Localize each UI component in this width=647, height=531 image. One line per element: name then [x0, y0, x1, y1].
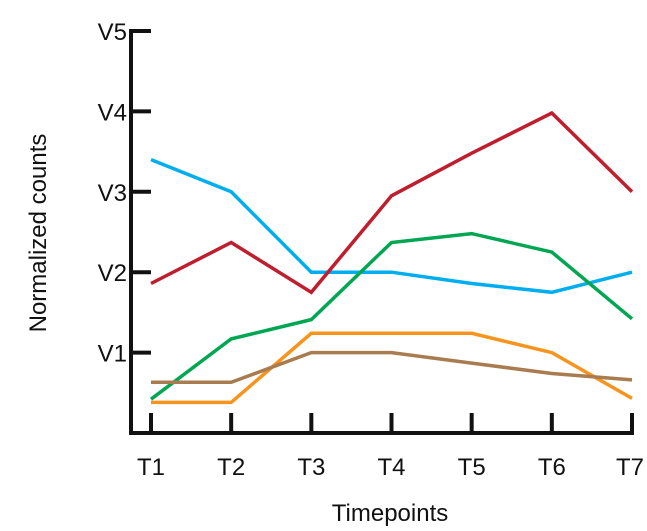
- y-axis-ticks: V1 V2 V3 V4 V5: [98, 19, 151, 368]
- y-tick-label: V5: [98, 19, 127, 46]
- series-line-3: [149, 231, 634, 401]
- series-group: [149, 110, 634, 405]
- y-axis-title: Normalized counts: [25, 134, 52, 333]
- x-tick-label: T6: [538, 454, 566, 481]
- y-tick-label: V3: [98, 180, 127, 207]
- x-axis-title: Timepoints: [332, 500, 448, 527]
- axis-frame: [129, 29, 634, 435]
- axes-group: [129, 29, 634, 435]
- y-tick-label: V1: [98, 341, 127, 368]
- x-tick-label: T1: [137, 454, 165, 481]
- series-line-2: [150, 110, 634, 295]
- x-tick-label: T5: [458, 454, 486, 481]
- x-tick-label: T3: [297, 454, 325, 481]
- y-tick-label: V4: [98, 99, 127, 126]
- series-line-4: [151, 331, 633, 405]
- x-tick-label: T2: [217, 454, 245, 481]
- series-line-5: [151, 350, 633, 385]
- y-tick-label: V2: [98, 260, 127, 287]
- series-line-1: [150, 157, 633, 295]
- x-axis-ticks: T1 T2 T3 T4 T5 T6 T7: [137, 413, 644, 481]
- x-tick-label: T7: [616, 454, 644, 481]
- x-tick-label: T4: [377, 454, 405, 481]
